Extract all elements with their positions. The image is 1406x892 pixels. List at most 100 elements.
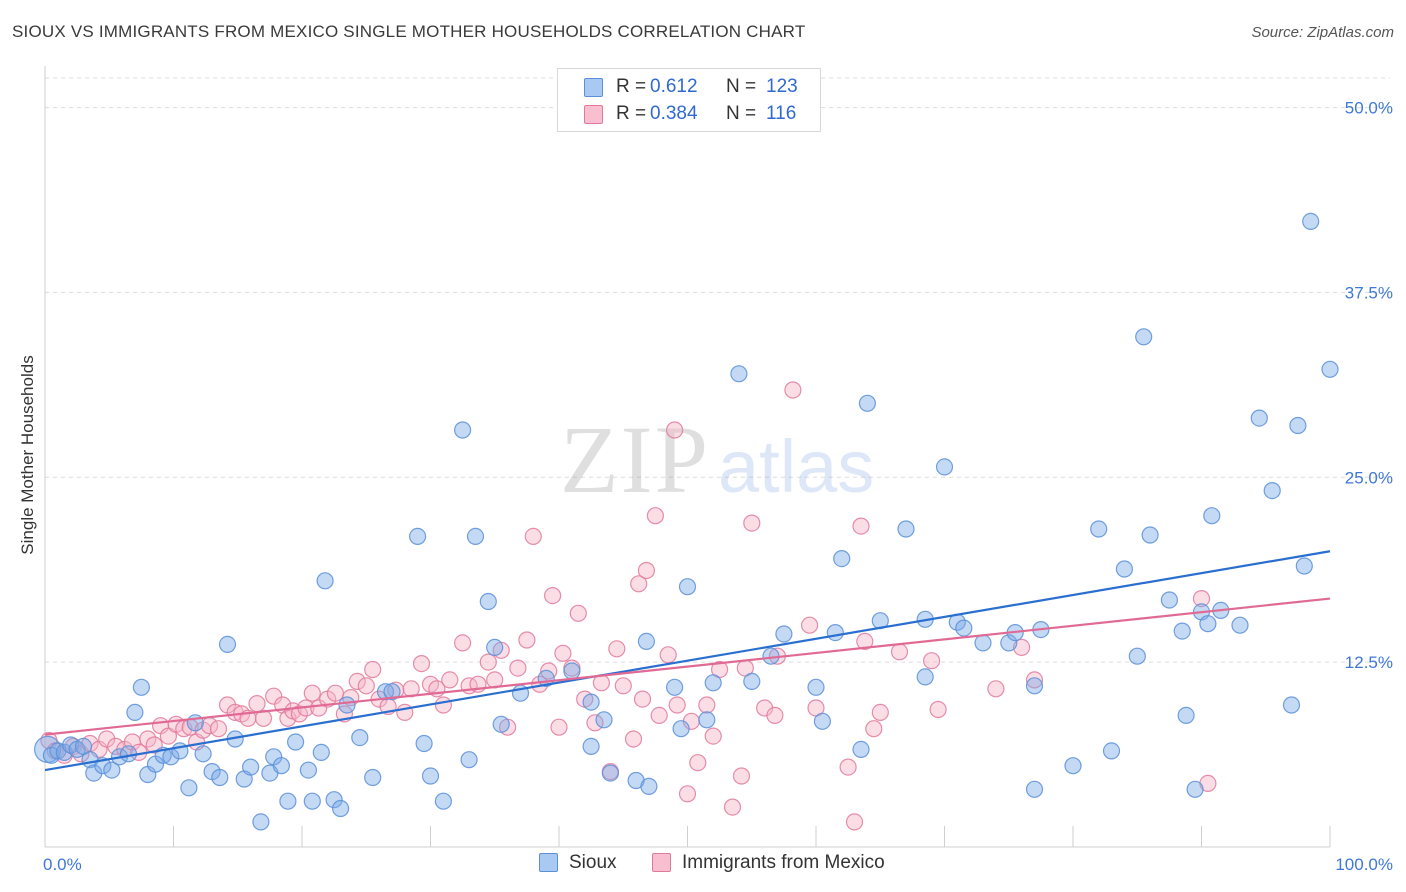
legend-n-label: N = [726, 103, 757, 124]
point-sioux [332, 799, 350, 818]
point-mexico [265, 687, 283, 705]
point-sioux [1250, 409, 1268, 427]
point-mexico [412, 654, 431, 673]
point-mexico [290, 705, 308, 723]
legend-r-label: R = [616, 103, 647, 124]
point-mexico [784, 381, 802, 399]
point-mexico [364, 660, 382, 679]
point-sioux [1128, 647, 1146, 665]
point-mexico [856, 632, 874, 651]
point-mexico [524, 527, 542, 546]
point-sioux [858, 394, 877, 412]
point-sioux [1177, 706, 1195, 725]
point-sioux [132, 678, 150, 696]
point-mexico [1025, 671, 1044, 689]
axes [44, 66, 1331, 848]
legend-label-sioux: Sioux [569, 852, 617, 873]
point-sioux [1302, 212, 1320, 230]
correlation-legend: R = 0.612 N = 123 R = 0.384 N = 116 [557, 68, 821, 132]
point-mexico [890, 643, 909, 661]
point-sioux [364, 768, 382, 787]
point-mexico [922, 652, 941, 670]
point-mexico [668, 696, 686, 714]
point-sioux [1064, 757, 1082, 775]
point-sioux [852, 740, 870, 759]
legend-swatch-sioux [584, 78, 603, 97]
point-mexico [766, 706, 784, 725]
point-sioux [211, 768, 229, 787]
point-sioux [833, 549, 851, 568]
legend-label-mexico: Immigrants from Mexico [682, 852, 885, 873]
point-mexico [637, 561, 656, 580]
point-sioux [1203, 507, 1221, 525]
point-sioux [242, 758, 260, 776]
point-mexico [107, 737, 125, 756]
trend-line-sioux [44, 550, 1331, 772]
point-sioux [1000, 634, 1018, 652]
point-mexico [586, 714, 604, 732]
point-sioux [383, 683, 401, 701]
point-sioux [415, 734, 433, 753]
point-sioux [279, 792, 297, 810]
y-tick-label: 37.5% [1345, 283, 1393, 302]
point-mexico [209, 720, 228, 738]
legend-n-value: 116 [766, 103, 797, 124]
point-mexico [871, 703, 889, 722]
point-mexico [310, 699, 328, 717]
point-sioux [126, 703, 144, 722]
point-sioux [1282, 696, 1301, 714]
point-sioux [637, 632, 656, 651]
point-mexico [614, 677, 632, 695]
point-mexico [704, 727, 722, 745]
point-sioux [316, 572, 334, 590]
point-mexico [608, 640, 626, 658]
point-sioux [180, 779, 198, 797]
point-sioux [563, 662, 581, 680]
point-sioux [299, 761, 317, 779]
point-mexico [646, 507, 665, 525]
point-mexico [550, 718, 568, 736]
point-sioux [1141, 526, 1159, 544]
trend-line-mexico [44, 597, 1331, 736]
y-tick-label: 12.5% [1345, 653, 1393, 672]
point-sioux [1025, 780, 1044, 798]
point-sioux [955, 619, 973, 637]
watermark: ZIP atlas [560, 406, 874, 513]
point-sioux [595, 711, 613, 729]
point-mexico [929, 700, 947, 719]
point-sioux [678, 578, 697, 596]
point-mexico [348, 672, 366, 691]
point-mexico [845, 813, 864, 831]
point-sioux [303, 792, 321, 810]
point-sioux [665, 678, 684, 696]
point-sioux [1025, 677, 1044, 695]
point-sioux [1115, 560, 1134, 578]
point-mexico [357, 677, 375, 695]
legend-n-label: N = [726, 76, 757, 97]
point-sioux [466, 527, 485, 546]
source-label: Source: ZipAtlas.com [1251, 24, 1394, 41]
point-sioux [935, 458, 954, 476]
point-mexico [698, 696, 716, 714]
point-sioux [974, 634, 992, 652]
x-tick-label-max: 100.0% [1335, 855, 1393, 874]
point-sioux [194, 745, 212, 763]
legend-n-value: 123 [766, 76, 798, 97]
point-sioux [807, 678, 825, 696]
point-sioux [434, 792, 452, 810]
point-sioux [460, 751, 478, 769]
legend-swatch-mexico [584, 105, 603, 124]
point-sioux [103, 761, 121, 779]
y-tick-label: 25.0% [1345, 468, 1393, 487]
point-sioux [454, 421, 472, 439]
point-sioux [119, 745, 138, 763]
point-sioux [486, 638, 504, 657]
point-mexico [659, 646, 677, 664]
legend-swatch-mexico [652, 853, 671, 872]
point-sioux [704, 674, 722, 692]
point-sioux [1231, 616, 1249, 634]
point-mexico [554, 644, 572, 662]
point-sioux [1289, 416, 1307, 435]
point-mexico [723, 798, 742, 816]
point-sioux [338, 696, 356, 714]
